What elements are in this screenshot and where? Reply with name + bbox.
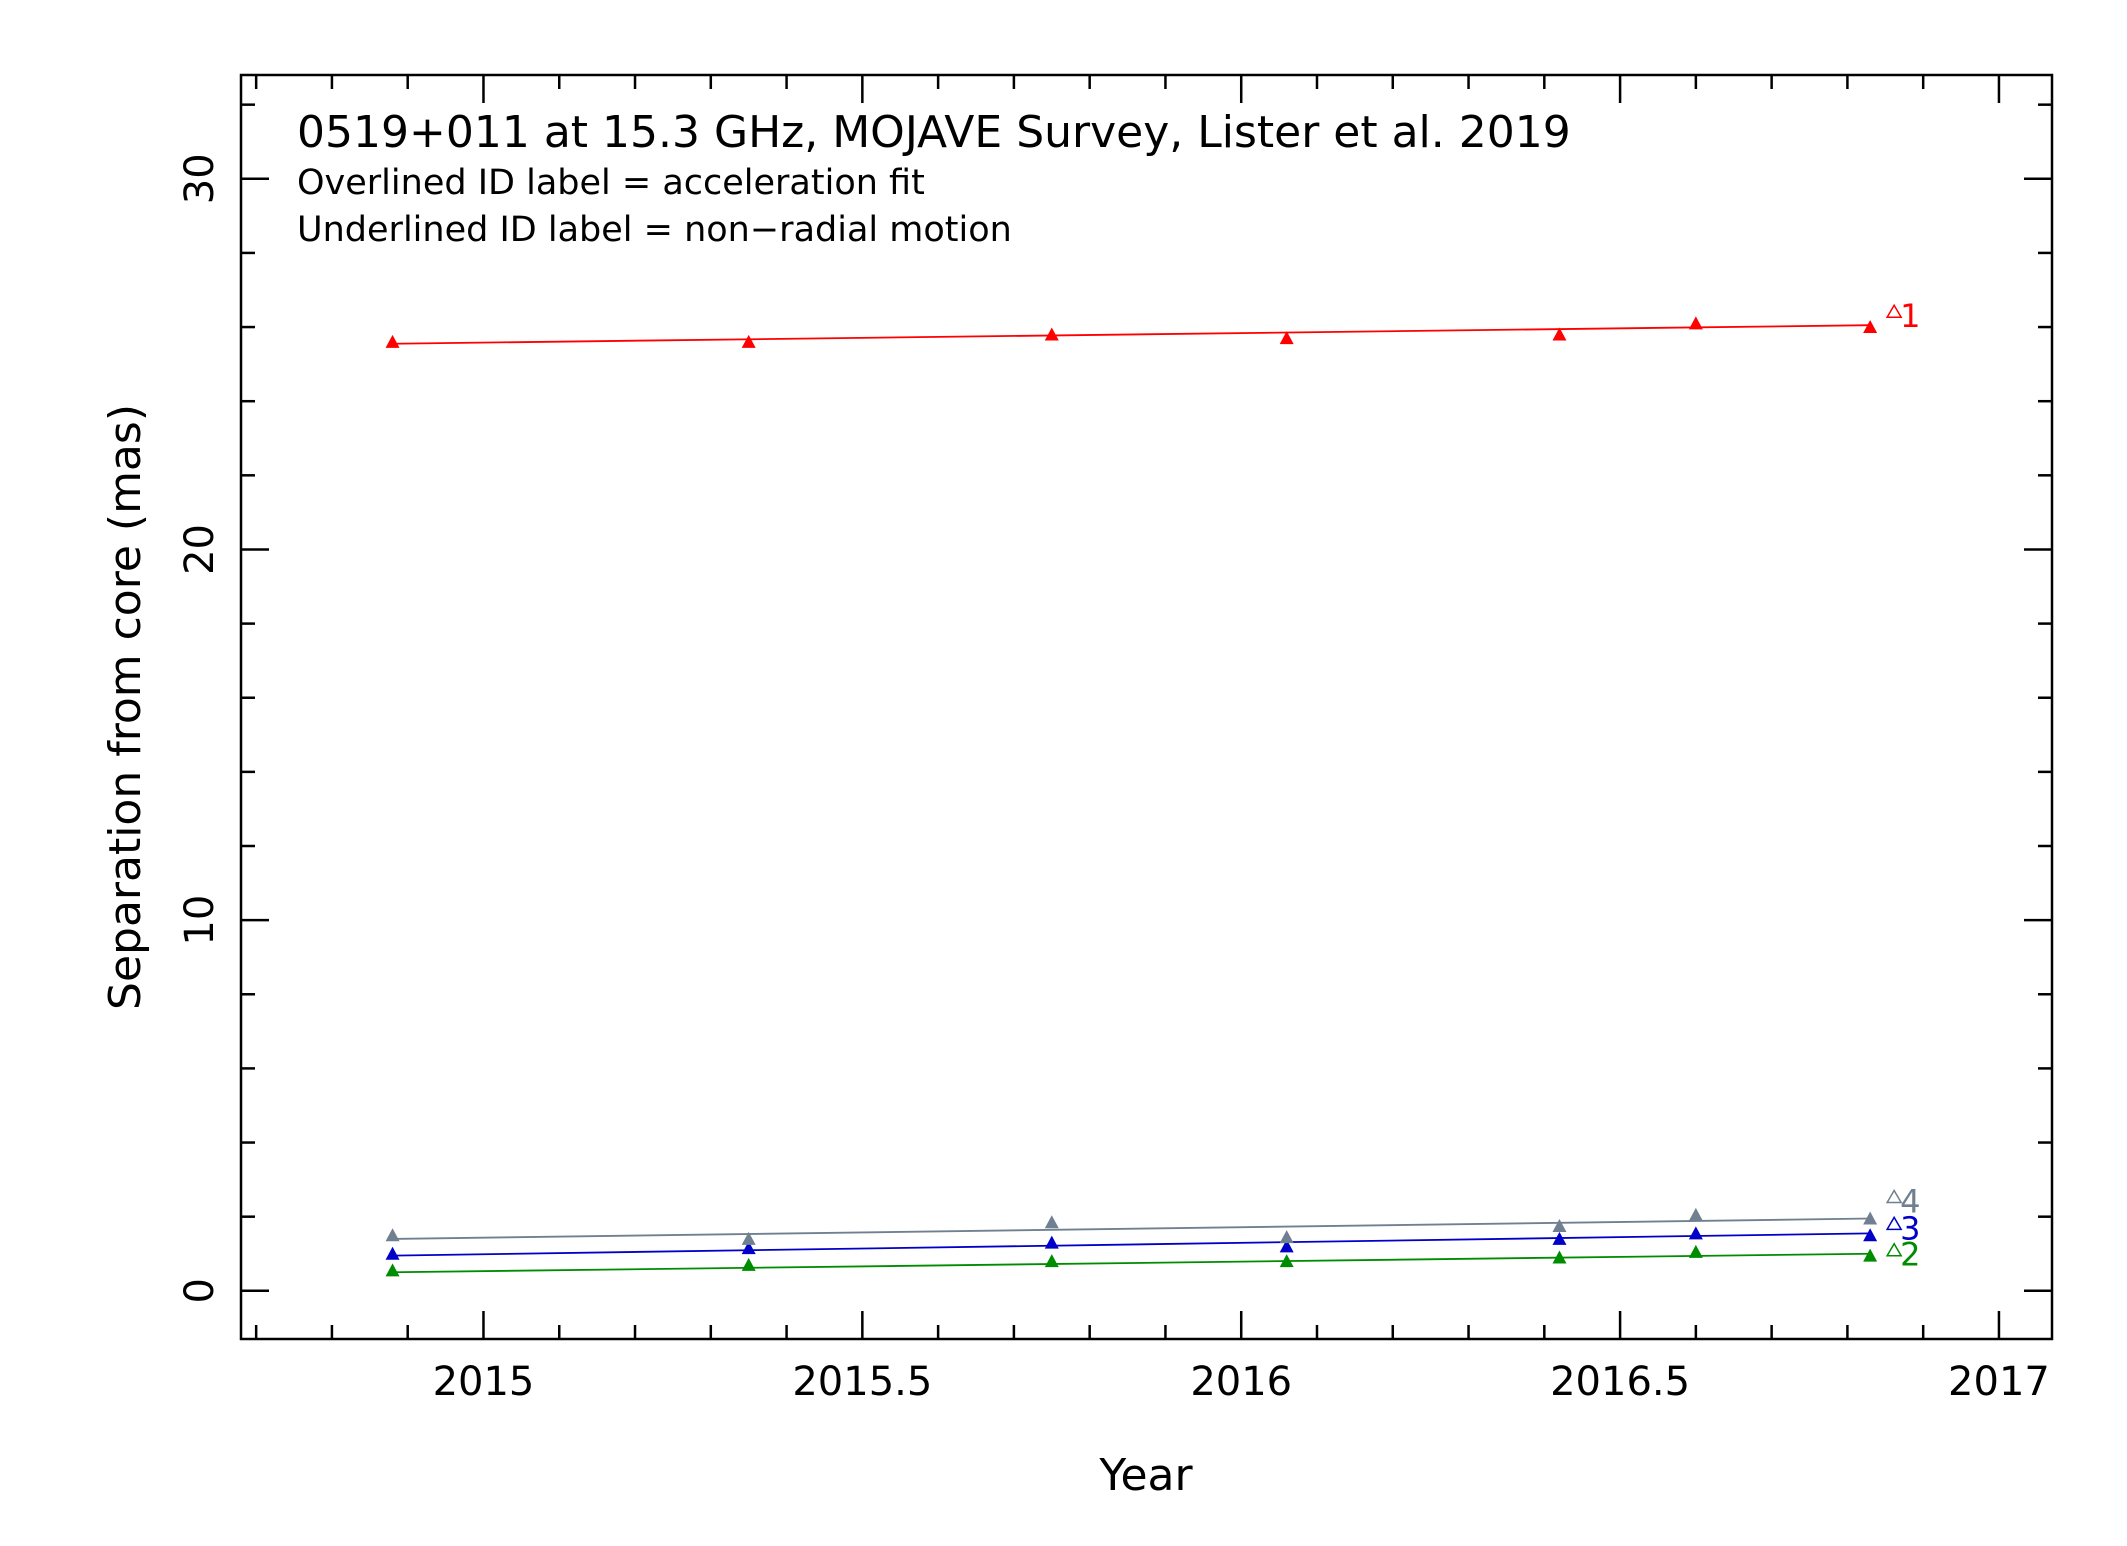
data-point-series-3 — [1863, 1228, 1878, 1242]
y-tick-label: 30 — [177, 153, 223, 204]
data-point-series-3 — [741, 1241, 756, 1255]
chart-subtitle-acceleration: Overlined ID label = acceleration fit — [297, 163, 925, 203]
data-point-series-2 — [385, 1263, 400, 1277]
x-tick-label: 2015 — [433, 1359, 535, 1405]
series-labels: 1 234 — [1885, 297, 1921, 1274]
data-point-series-4 — [1688, 1207, 1703, 1221]
series-label-2: 2 — [1900, 1236, 1920, 1274]
x-tick-label: 2016 — [1190, 1359, 1292, 1405]
data-point-series-3 — [385, 1246, 400, 1260]
series-label-marker-1 — [1885, 303, 1903, 318]
data-point-series-4 — [741, 1231, 756, 1245]
fit-line-series-4 — [392, 1217, 1871, 1240]
x-axis-title: Year — [1098, 1450, 1193, 1501]
data-point-series-1 — [1552, 327, 1567, 341]
fit-line-series-1 — [392, 324, 1871, 345]
data-point-series-2 — [1552, 1250, 1567, 1264]
data-point-series-4 — [1863, 1211, 1878, 1225]
data-point-series-3 — [1044, 1235, 1059, 1249]
data-point-series-1 — [741, 334, 756, 348]
series-label-1: 1 — [1900, 297, 1920, 335]
data-point-series-4 — [1044, 1215, 1059, 1229]
data-point-series-4 — [1279, 1230, 1294, 1244]
data-point-series-2 — [1044, 1254, 1059, 1268]
data-point-series-1 — [1688, 316, 1703, 330]
chart-subtitle-non-radial: Underlined ID label = non−radial motion — [297, 210, 1012, 250]
data-point-series-1 — [385, 334, 400, 348]
data-point-series-1 — [1279, 331, 1294, 345]
fit-lines — [392, 324, 1871, 1274]
data-point-series-3 — [1279, 1239, 1294, 1253]
chart-title: 0519+011 at 15.3 GHz, MOJAVE Survey, Lis… — [297, 107, 1571, 158]
data-point-series-2 — [1863, 1248, 1878, 1262]
fit-line-series-3 — [392, 1232, 1871, 1257]
x-tick-label: 2017 — [1948, 1359, 2050, 1405]
x-tick-label: 2015.5 — [792, 1359, 932, 1405]
y-tick-label: 0 — [177, 1278, 223, 1303]
axis-ticks: 2015 2015.5 2016 2016.5 2017 0 10 20 30 — [177, 75, 2052, 1405]
data-point-series-3 — [1688, 1226, 1703, 1240]
y-tick-label: 20 — [177, 524, 223, 575]
data-points — [385, 316, 1878, 1277]
x-tick-label: 2016.5 — [1550, 1359, 1690, 1405]
plot-frame — [239, 73, 2054, 1341]
fit-line-series-2 — [392, 1252, 1871, 1274]
y-axis-title: Separation from core (mas) — [100, 404, 151, 1010]
data-point-series-1 — [1044, 327, 1059, 341]
data-point-series-1 — [1863, 320, 1878, 334]
y-tick-label: 10 — [177, 895, 223, 946]
data-point-series-2 — [741, 1257, 756, 1271]
data-point-series-4 — [1552, 1218, 1567, 1232]
series-label-marker-2 — [1885, 1242, 1903, 1257]
data-point-series-2 — [1688, 1244, 1703, 1258]
data-point-series-4 — [385, 1228, 400, 1242]
series-label-marker-4 — [1885, 1189, 1903, 1204]
series-label-3: 3 — [1900, 1209, 1920, 1247]
data-point-series-3 — [1552, 1231, 1567, 1245]
data-point-series-2 — [1279, 1254, 1294, 1268]
series-label-4: 4 — [1900, 1183, 1920, 1221]
series-label-marker-3 — [1885, 1215, 1903, 1231]
